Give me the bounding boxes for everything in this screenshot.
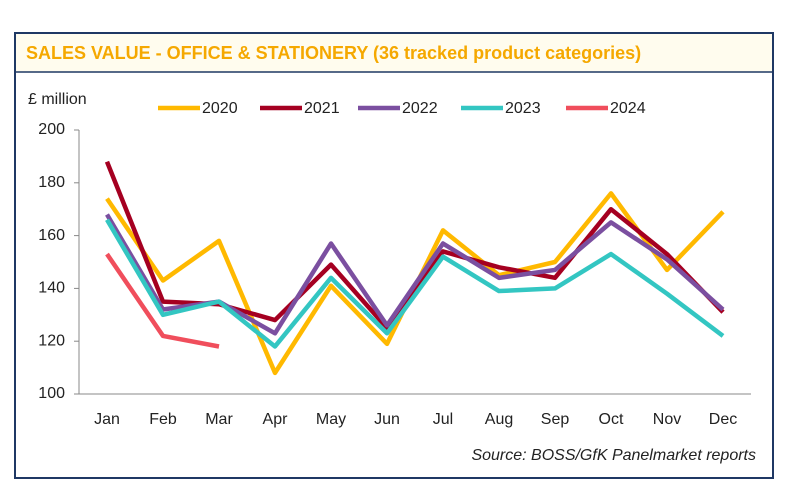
series-line bbox=[105, 218, 725, 349]
y-tick-label: 100 bbox=[38, 385, 65, 402]
x-tick-label: Mar bbox=[205, 411, 233, 428]
legend-label: 2022 bbox=[402, 100, 438, 117]
x-tick-label: Jun bbox=[374, 411, 400, 428]
y-tick-label: 120 bbox=[38, 332, 65, 349]
x-tick-label: May bbox=[316, 411, 346, 428]
y-tick-label: 160 bbox=[38, 227, 65, 244]
y-tick-label: 180 bbox=[38, 174, 65, 191]
x-tick-label: Jan bbox=[94, 411, 120, 428]
x-tick-label: Sep bbox=[541, 411, 570, 428]
legend-label: 2024 bbox=[610, 100, 646, 117]
legend-label: 2021 bbox=[304, 100, 340, 117]
x-tick-label: Nov bbox=[653, 411, 681, 428]
title-band bbox=[16, 34, 772, 72]
legend-label: 2020 bbox=[202, 100, 238, 117]
x-tick-label: Apr bbox=[263, 411, 289, 428]
y-tick-label: 200 bbox=[38, 121, 65, 138]
x-tick-label: Dec bbox=[709, 411, 737, 428]
y-axis-label: £ million bbox=[28, 91, 87, 108]
x-tick-label: Feb bbox=[149, 411, 177, 428]
y-tick-label: 140 bbox=[38, 280, 65, 297]
chart-title: SALES VALUE - OFFICE & STATIONERY (36 tr… bbox=[26, 43, 641, 63]
legend-label: 2023 bbox=[505, 100, 541, 117]
source: Source: BOSS/GfK Panelmarket reports bbox=[471, 447, 756, 464]
x-tick-label: Aug bbox=[485, 411, 513, 428]
x-tick-label: Jul bbox=[433, 411, 453, 428]
x-tick-label: Oct bbox=[599, 411, 624, 428]
series-line bbox=[105, 252, 220, 349]
